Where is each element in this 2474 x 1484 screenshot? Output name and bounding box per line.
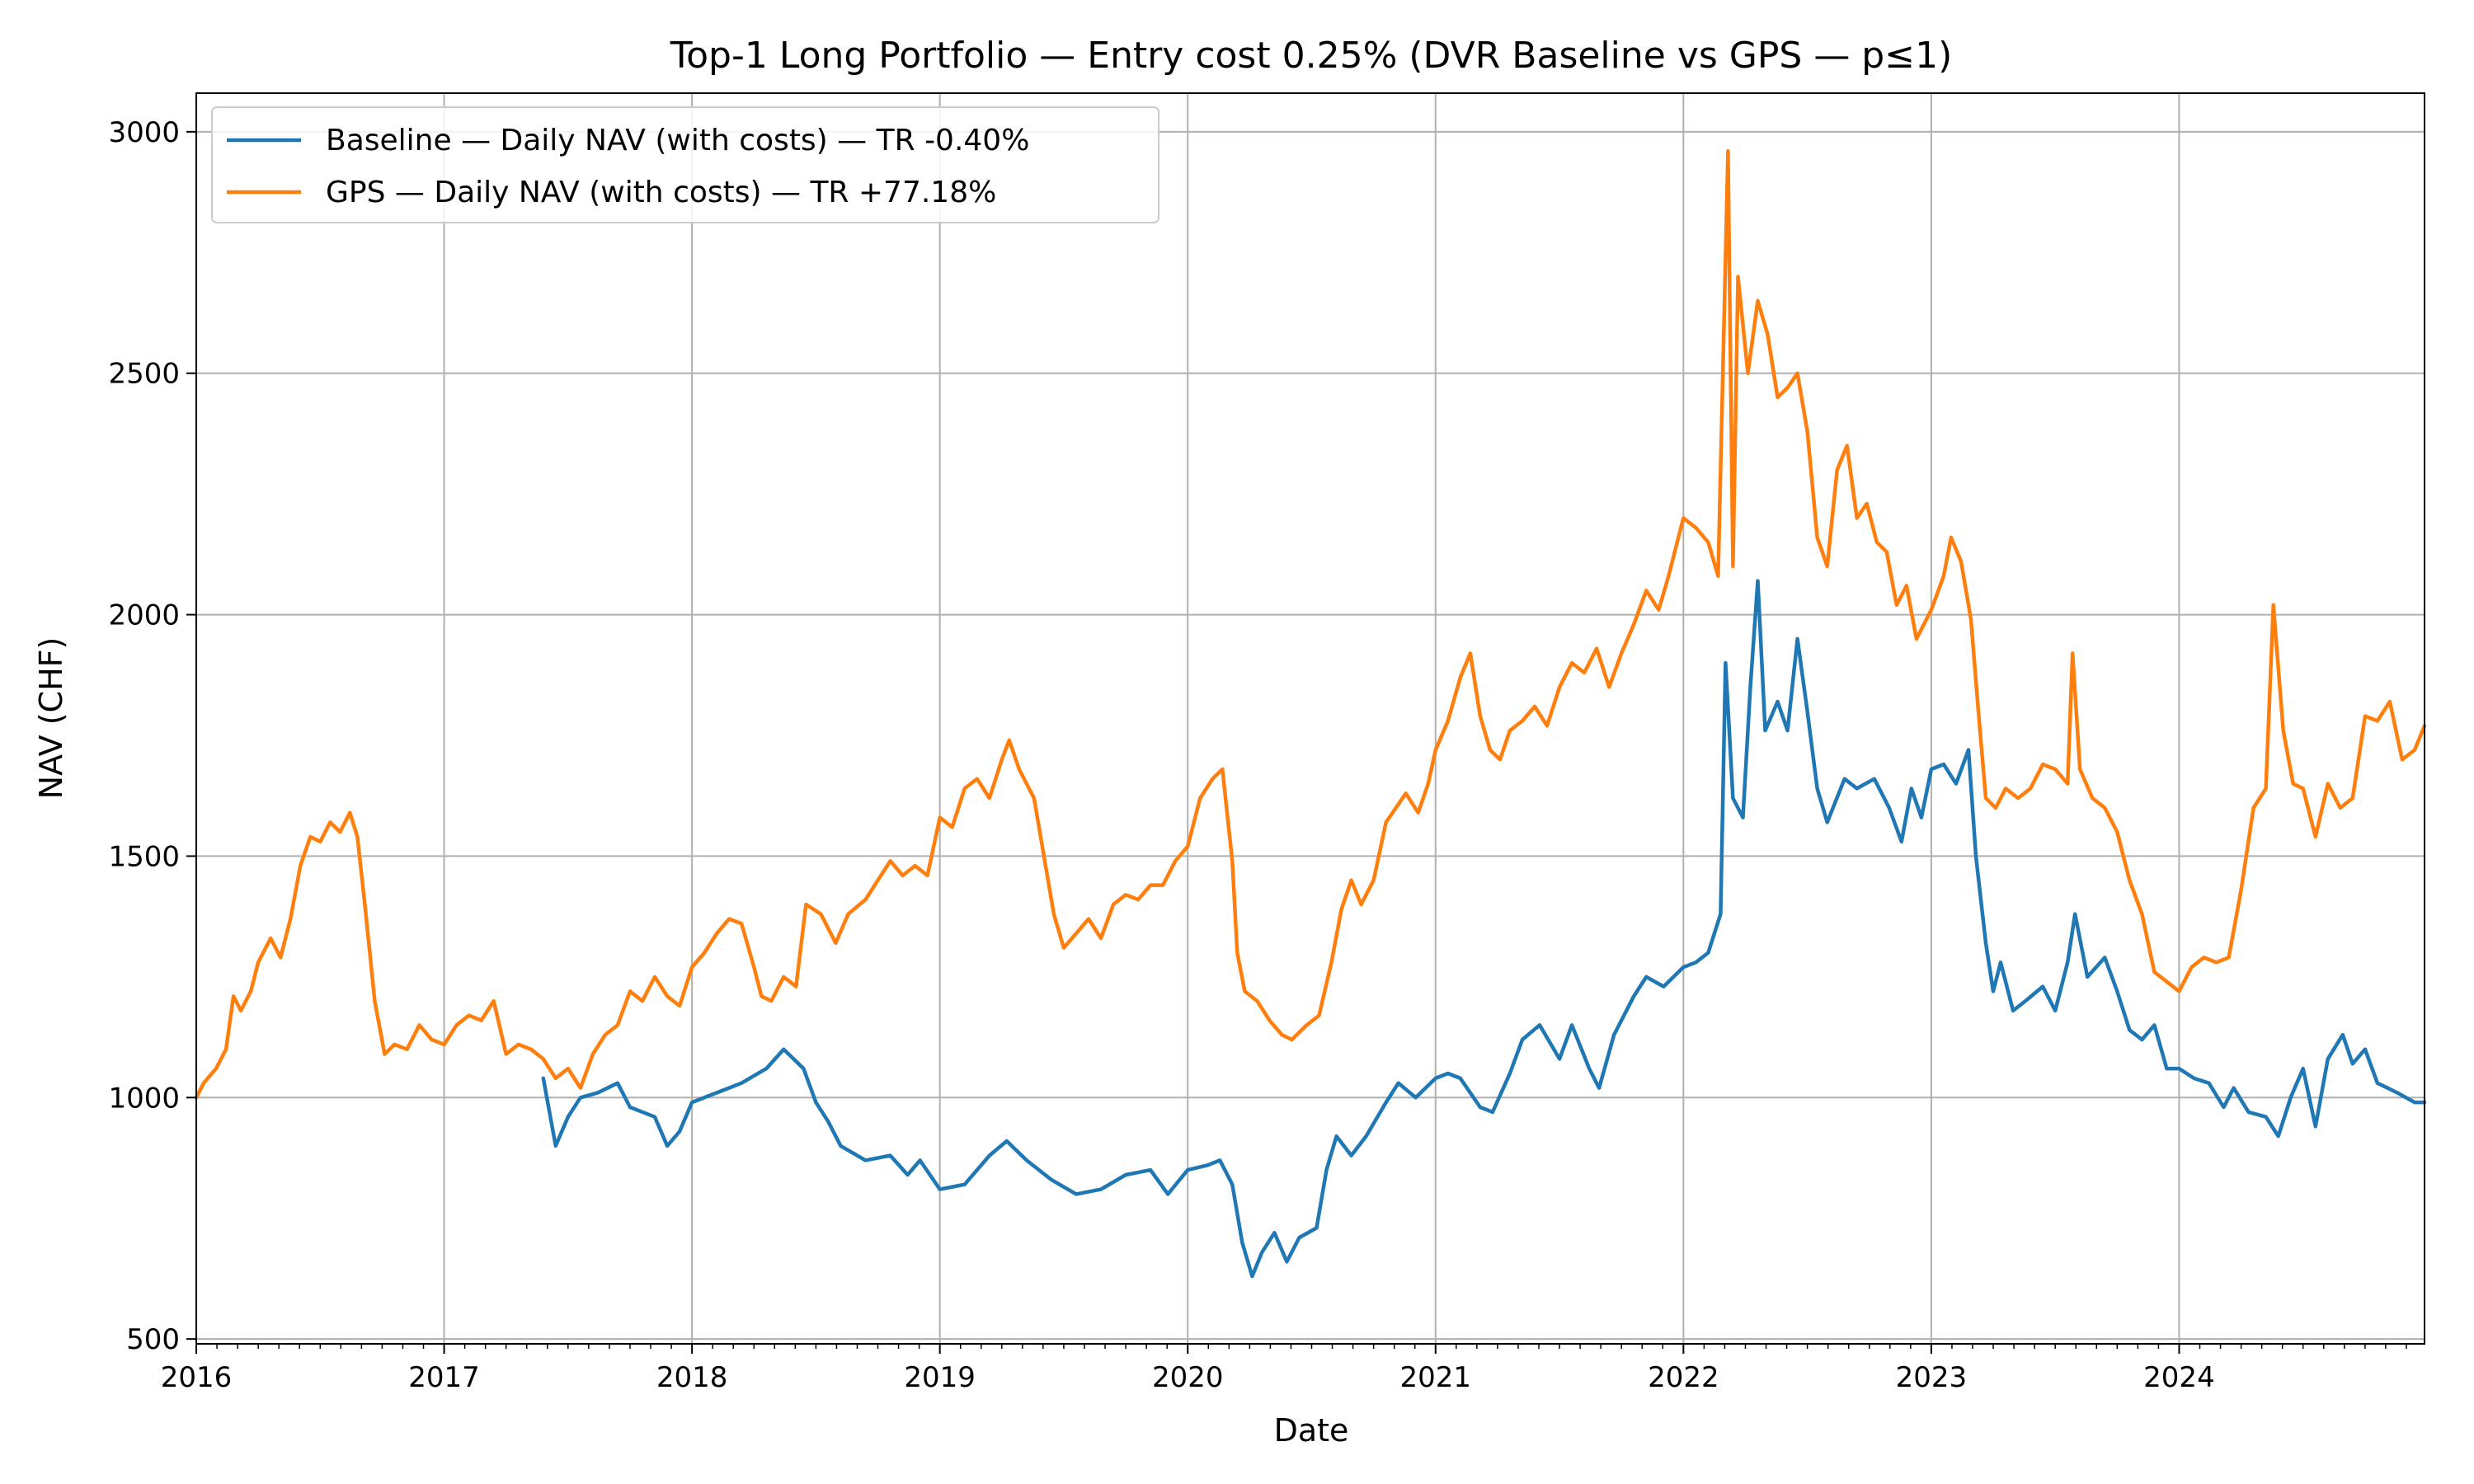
legend-label-gps: GPS — Daily NAV (with costs) — TR +77.18… (326, 176, 996, 209)
x-axis-label: Date (1274, 1412, 1349, 1449)
x-tick-label: 2024 (2143, 1361, 2215, 1394)
y-tick-label: 2000 (108, 599, 180, 632)
x-tick-label: 2023 (1896, 1361, 1968, 1394)
x-axis: 2016 2017 2018 2019 2020 2021 2022 2023 2024 (161, 1344, 2407, 1394)
x-tick-label: 2020 (1152, 1361, 1224, 1394)
x-tick-label: 2017 (408, 1361, 480, 1394)
legend-box (211, 106, 1159, 223)
series-line-baseline (541, 579, 2427, 1279)
x-tick-label: 2021 (1400, 1361, 1472, 1394)
series-layer (194, 149, 2427, 1279)
chart-title: Top-1 Long Portfolio — Entry cost 0.25% … (670, 35, 1953, 77)
y-axis: 500 1000 1500 2000 2500 3000 (108, 116, 196, 1356)
x-tick-label: 2022 (1648, 1361, 1719, 1394)
plot-area-frame (195, 92, 2425, 1345)
legend-label-baseline: Baseline — Daily NAV (with costs) — TR -… (326, 124, 1029, 157)
legend: Baseline — Daily NAV (with costs) — TR -… (211, 106, 1159, 223)
x-tick-label: 2019 (904, 1361, 976, 1394)
y-tick-label: 2500 (108, 358, 180, 391)
x-tick-label: 2018 (656, 1361, 728, 1394)
y-tick-label: 1500 (108, 840, 180, 873)
y-tick-label: 3000 (108, 116, 180, 149)
x-tick-label: 2016 (161, 1361, 233, 1394)
y-axis-label: NAV (CHF) (33, 637, 69, 800)
y-tick-label: 500 (126, 1323, 180, 1356)
series-line-gps (194, 149, 2427, 1100)
y-tick-label: 1000 (108, 1082, 180, 1115)
grid-lines (195, 93, 2425, 1344)
